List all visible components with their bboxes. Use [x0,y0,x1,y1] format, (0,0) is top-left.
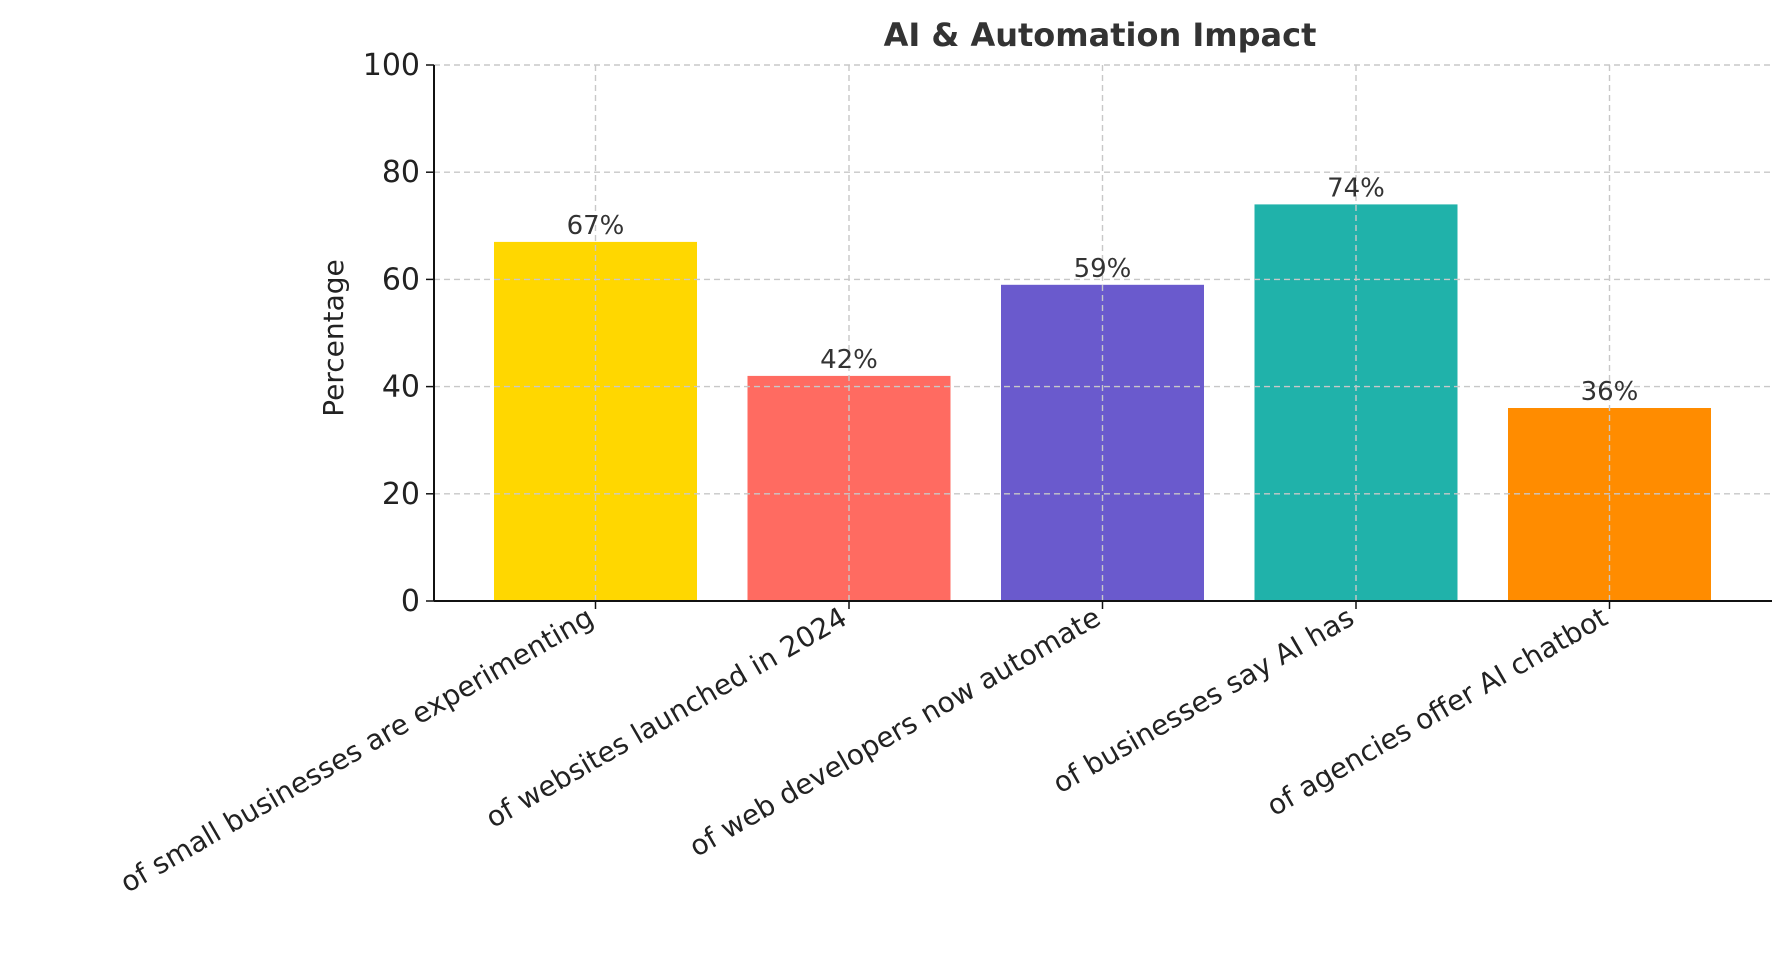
bar-value-label: 74% [1327,173,1385,203]
bar-3 [1001,284,1204,601]
x-category-label: of small businesses are experimenting [114,600,599,899]
bar-4 [1254,204,1458,601]
y-tick-label: 100 [363,48,420,83]
bar-1 [494,241,697,601]
bar-value-label: 36% [1581,377,1639,407]
y-tick-label: 80 [382,155,420,190]
y-tick-label: 20 [382,477,420,512]
x-category-label: of web developers now automate [684,600,1106,863]
grid-lines [434,64,1772,601]
y-axis-label: Percentage [317,259,350,417]
y-tick-label: 60 [382,262,420,297]
y-tick-label: 0 [401,584,420,619]
bar-value-label: 59% [1074,254,1132,284]
bar-value-label: 67% [567,211,625,241]
y-tick-label: 40 [382,370,420,405]
axes [426,64,1772,609]
chart-title: AI & Automation Impact [884,16,1317,54]
bar-value-label: 42% [820,345,878,375]
